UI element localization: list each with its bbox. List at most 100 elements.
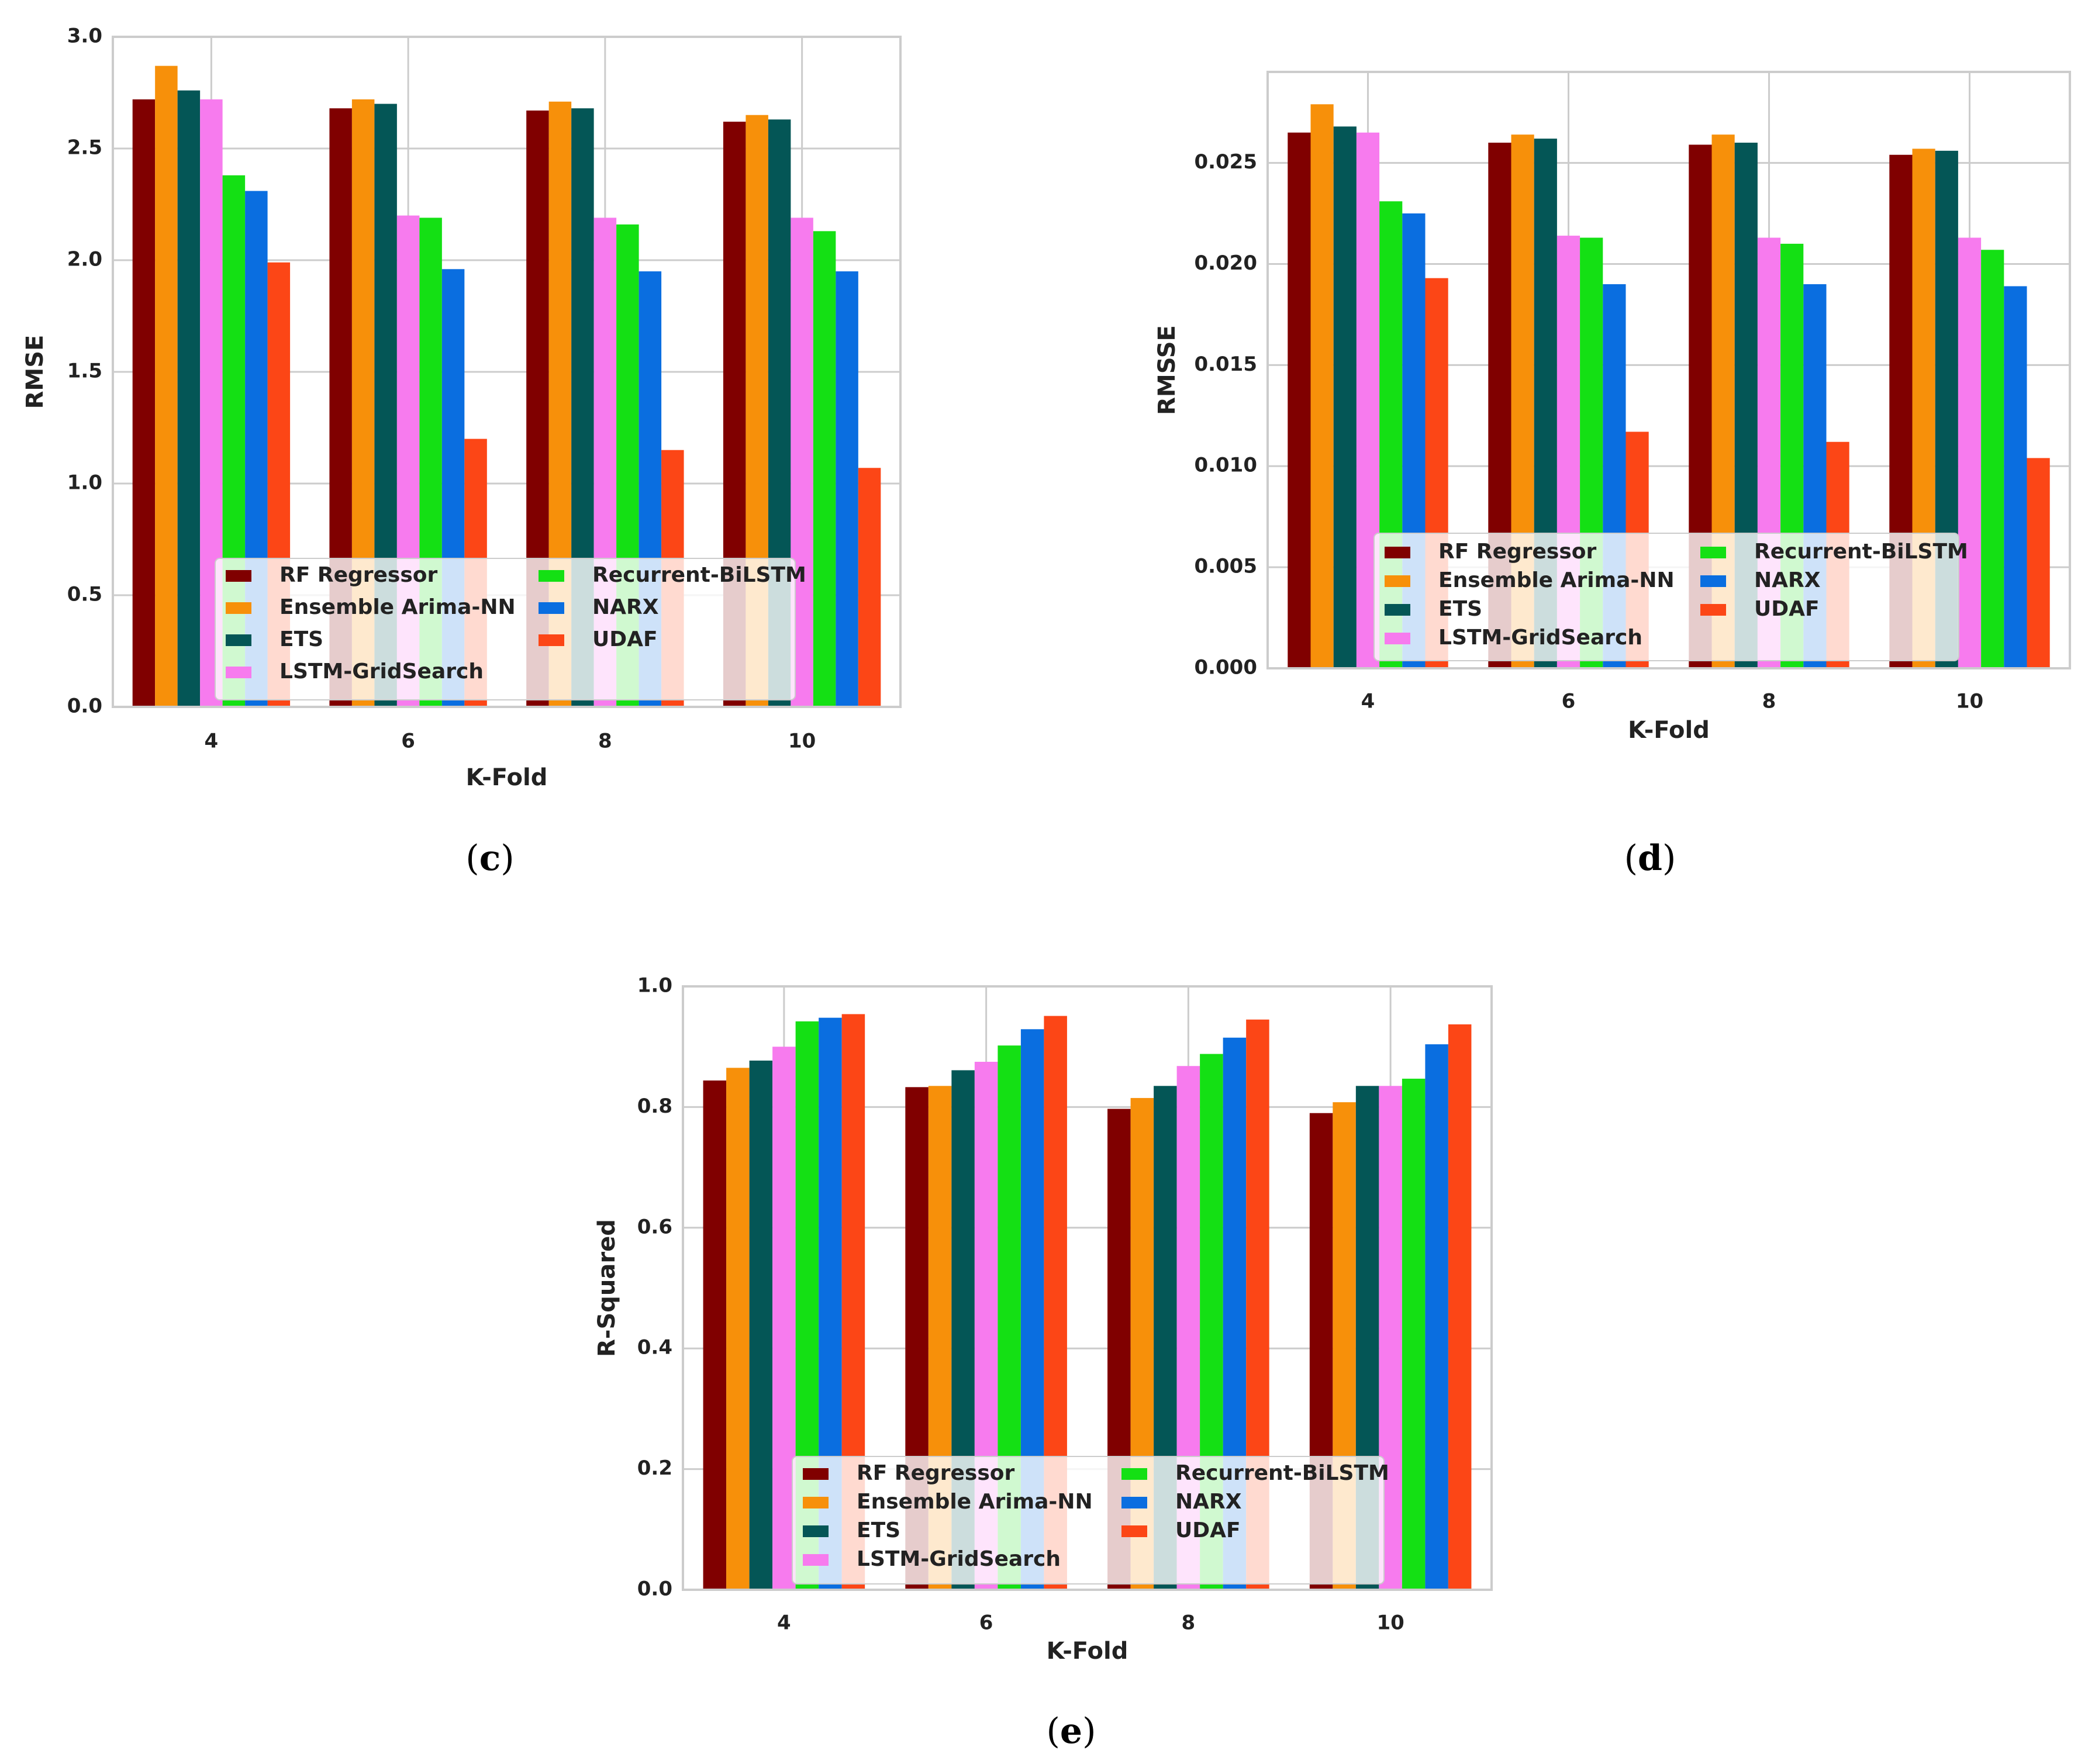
x-tick-label: 10 [1956, 690, 1983, 713]
legend-item: Recurrent-BiLSTM [1121, 1461, 1389, 1485]
bar [703, 1080, 727, 1590]
y-tick-label: 1.0 [637, 974, 672, 997]
legend-item: RF Regressor [803, 1461, 1015, 1485]
legend-label: RF Regressor [279, 563, 438, 587]
legend-item: UDAF [1121, 1518, 1241, 1542]
y-tick-label: 0.6 [637, 1215, 672, 1238]
legend-swatch [803, 1497, 829, 1508]
y-tick-label: 1.5 [67, 360, 102, 383]
y-tick-label: 2.5 [67, 136, 102, 160]
legend-label: LSTM-GridSearch [1438, 626, 1642, 650]
y-tick-label: 0.0 [67, 695, 102, 718]
legend: RF Regressor Ensemble Arima-NN ETS LSTM-Gri… [1373, 533, 1968, 661]
legend-label: ETS [279, 627, 323, 651]
legend-label: Recurrent-BiLSTM [1754, 540, 1968, 564]
legend: RF Regressor Ensemble Arima-NN ETS LSTM-Gri… [792, 1456, 1389, 1585]
y-axis-label: RMSSE [1154, 325, 1181, 415]
legend-label: NARX [1175, 1490, 1242, 1514]
y-axis-label: RMSE [22, 335, 49, 409]
bar [177, 90, 201, 707]
y-tick-label: 3.0 [67, 25, 102, 48]
legend-label: ETS [857, 1518, 900, 1542]
x-tick-label: 8 [1182, 1611, 1196, 1635]
panel-caption: (c) [465, 838, 514, 879]
y-tick-label: 1.0 [67, 471, 102, 495]
legend-swatch [1385, 547, 1410, 558]
legend-label: RF Regressor [857, 1461, 1015, 1485]
bar [1981, 250, 2004, 668]
legend-item: LSTM-GridSearch [226, 660, 484, 683]
bar [1402, 1078, 1426, 1590]
legend-label: NARX [592, 595, 659, 619]
y-tick-label: 0.025 [1194, 150, 1257, 174]
legend-item: Ensemble Arima-NN [226, 595, 516, 619]
legend-label: RF Regressor [1438, 540, 1597, 564]
y-tick-label: 0.8 [637, 1095, 672, 1118]
legend-swatch [1121, 1497, 1147, 1508]
x-tick-label: 4 [777, 1611, 791, 1635]
x-tick-label: 4 [205, 730, 219, 753]
bar [813, 231, 836, 707]
plot-frame [1266, 71, 2071, 669]
x-tick-label: 6 [979, 1611, 993, 1635]
panel-caption: (e) [1046, 1711, 1096, 1752]
legend-item: Ensemble Arima-NN [803, 1490, 1093, 1514]
y-tick-label: 0.2 [637, 1456, 672, 1480]
legend-box [1373, 533, 1959, 661]
legend-label: ETS [1438, 597, 1482, 621]
legend-label: Ensemble Arima-NN [279, 595, 516, 619]
legend-item: LSTM-GridSearch [803, 1547, 1061, 1571]
bar [1958, 237, 1982, 669]
x-tick-label: 4 [1361, 690, 1375, 713]
legend-item: RF Regressor [226, 563, 438, 587]
y-tick-label: 0.4 [637, 1336, 672, 1359]
bar [726, 1068, 750, 1590]
legend-item: NARX [539, 595, 659, 619]
legend-swatch [539, 602, 564, 614]
bar [749, 1060, 773, 1590]
x-tick-label: 6 [1562, 690, 1576, 713]
legend-label: Recurrent-BiLSTM [592, 563, 806, 587]
y-tick-label: 0.0 [637, 1577, 672, 1601]
legend-item: ETS [226, 627, 323, 651]
panel-caption-letter: e [1060, 1711, 1082, 1752]
legend-label: Ensemble Arima-NN [1438, 568, 1675, 592]
bar [1333, 126, 1357, 668]
y-tick-label: 0.5 [67, 583, 102, 606]
legend-item: RF Regressor [1385, 540, 1597, 564]
x-axis-label: K-Fold [466, 764, 548, 791]
legend-swatch [1700, 604, 1726, 616]
x-axis-label: K-Fold [1628, 717, 1710, 744]
legend-label: Recurrent-BiLSTM [1175, 1461, 1389, 1485]
bar [1288, 132, 1311, 668]
x-axis-label: K-Fold [1047, 1638, 1128, 1665]
x-tick-label: 10 [1376, 1611, 1404, 1635]
bar [1310, 104, 1334, 669]
bar [2004, 286, 2027, 668]
legend-box [215, 558, 796, 700]
legend-label: UDAF [1754, 597, 1820, 621]
bar [1448, 1024, 1472, 1590]
legend-swatch [803, 1525, 829, 1537]
legend-item: Ensemble Arima-NN [1385, 568, 1675, 592]
plot-frame [682, 985, 1493, 1591]
legend-swatch [226, 634, 251, 646]
legend-swatch [1700, 547, 1726, 558]
legend: RF Regressor Ensemble Arima-NN ETS LSTM-Gri… [215, 558, 806, 700]
legend-swatch [226, 570, 251, 582]
legend-item: Recurrent-BiLSTM [539, 563, 806, 587]
legend-swatch [1385, 604, 1410, 616]
y-tick-label: 2.0 [67, 248, 102, 271]
legend-swatch [803, 1554, 829, 1566]
legend-item: LSTM-GridSearch [1385, 626, 1642, 650]
x-tick-label: 10 [788, 730, 816, 753]
x-tick-label: 8 [1762, 690, 1776, 713]
legend-swatch [803, 1468, 829, 1480]
legend-item: ETS [803, 1518, 900, 1542]
panel-caption-letter: c [479, 838, 501, 879]
legend-box [792, 1456, 1385, 1585]
legend-item: NARX [1121, 1490, 1242, 1514]
y-tick-label: 0.005 [1194, 555, 1257, 578]
bar [155, 65, 178, 707]
